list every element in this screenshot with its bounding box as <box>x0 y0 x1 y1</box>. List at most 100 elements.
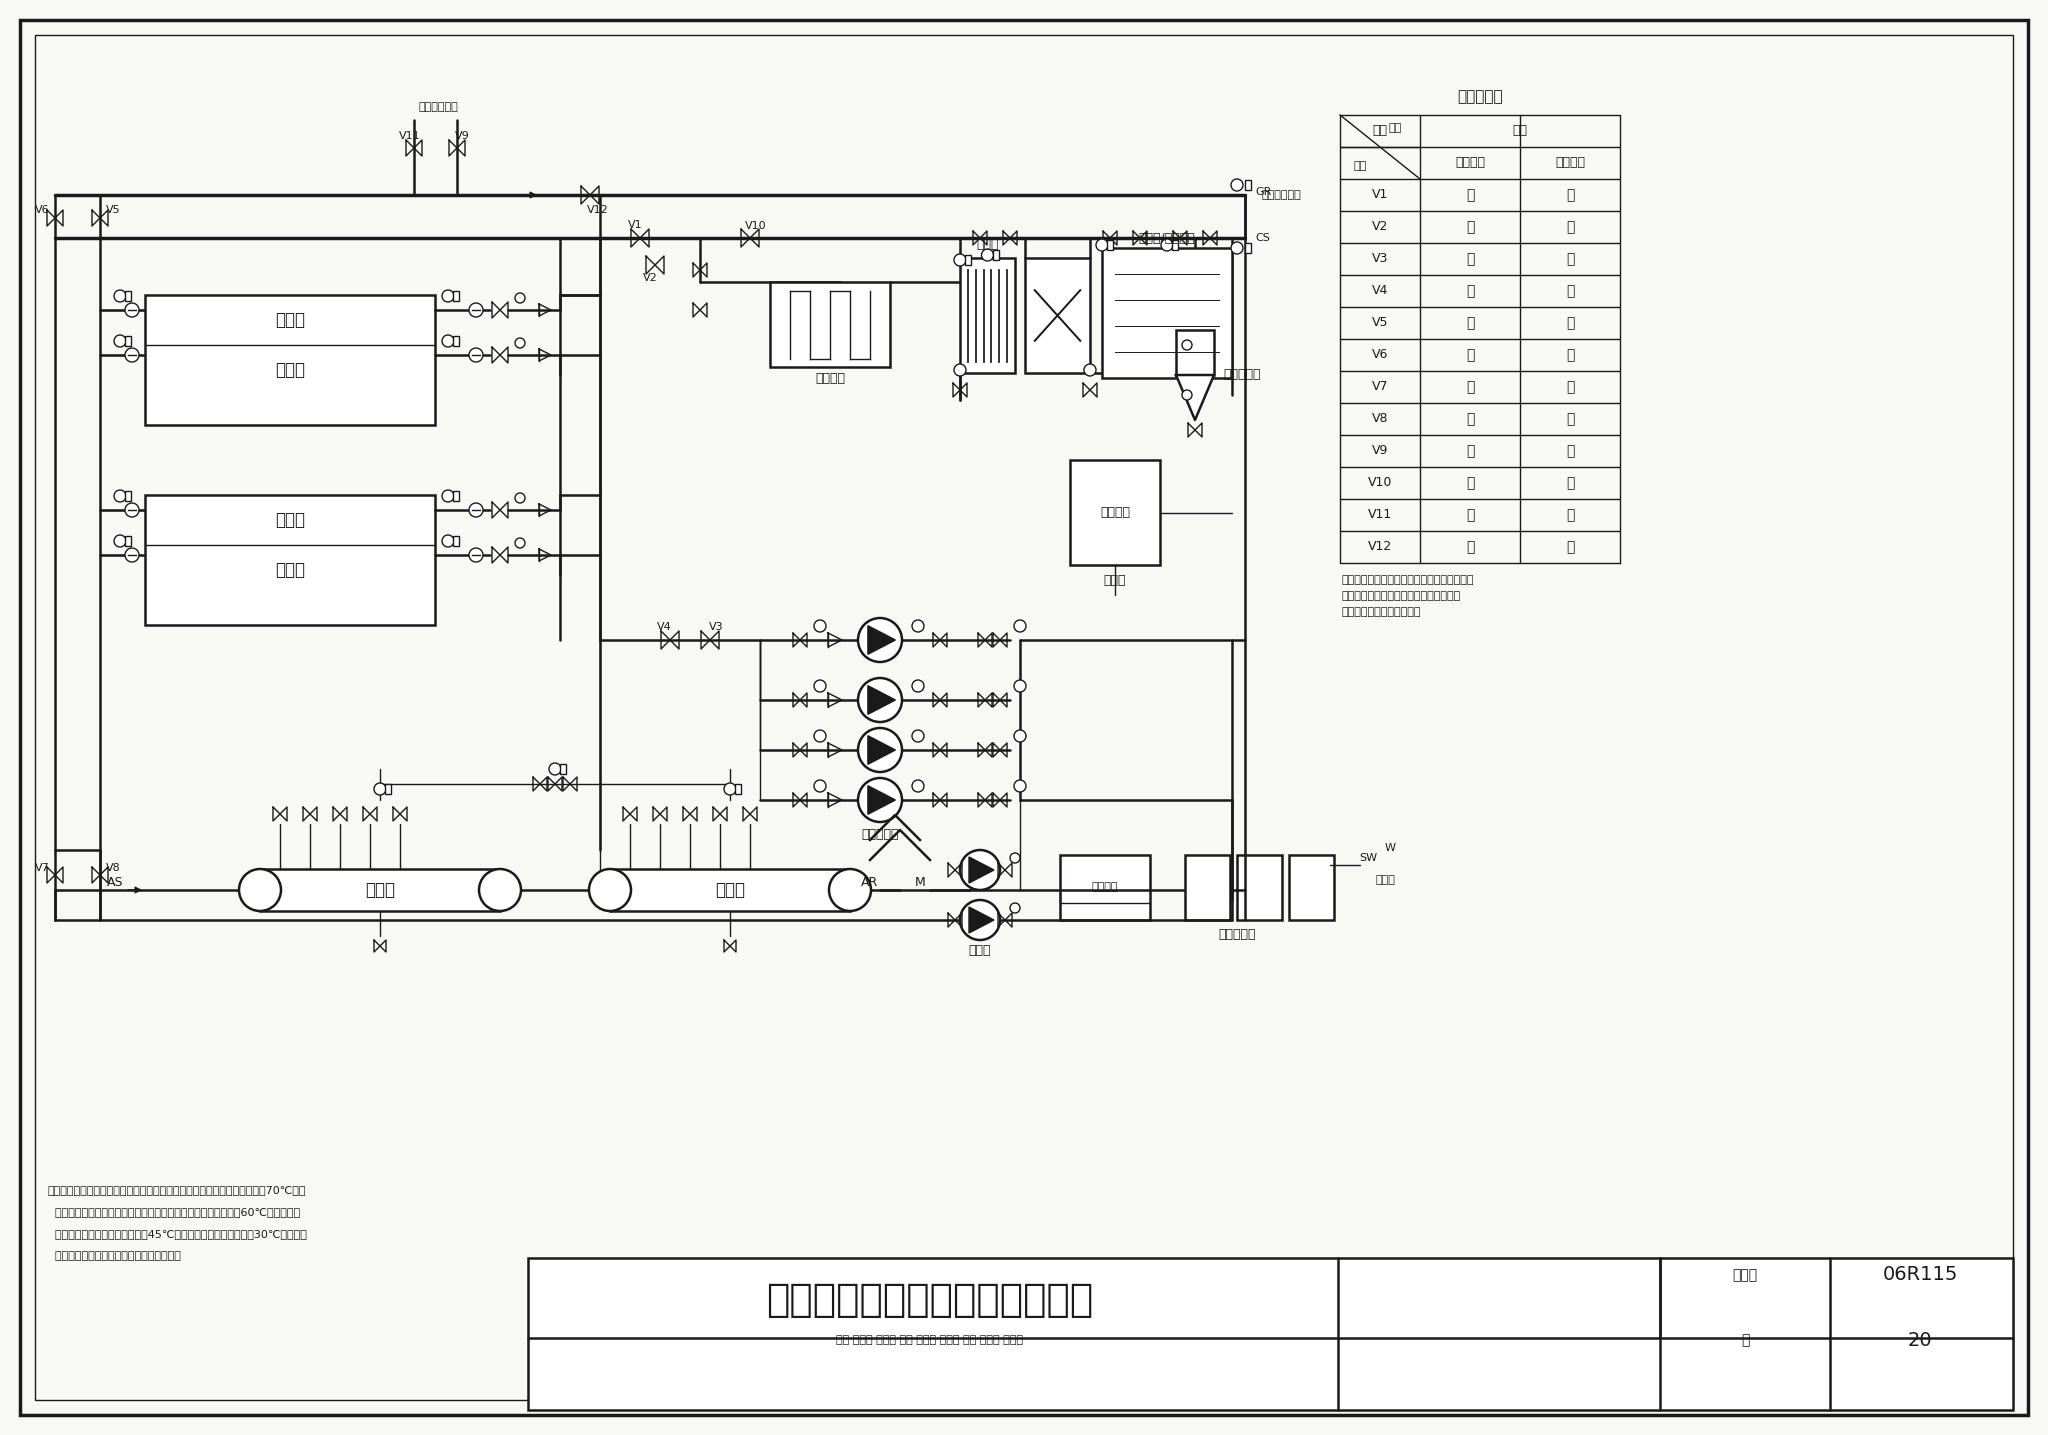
Text: 夏季供冷: 夏季供冷 <box>1454 156 1485 169</box>
Text: 冷凝器: 冷凝器 <box>274 311 305 329</box>
Circle shape <box>1182 390 1192 400</box>
Bar <box>453 336 459 346</box>
Text: AR: AR <box>862 875 879 888</box>
Text: 关: 关 <box>1567 508 1575 522</box>
Text: V11: V11 <box>1368 508 1393 521</box>
Text: 关: 关 <box>1466 412 1475 426</box>
Circle shape <box>911 781 924 792</box>
Text: V10: V10 <box>745 221 766 231</box>
Circle shape <box>442 290 455 301</box>
Text: V1: V1 <box>627 220 643 230</box>
Text: 接高温地热水: 接高温地热水 <box>1262 189 1303 199</box>
Circle shape <box>1014 781 1026 792</box>
Circle shape <box>115 290 127 301</box>
Text: 后进入水源热泵机组为系统提供低温热源。: 后进入水源热泵机组为系统提供低温热源。 <box>47 1251 180 1261</box>
Text: 开: 开 <box>1466 253 1475 265</box>
Text: 蒸发器: 蒸发器 <box>274 362 305 379</box>
Text: V10: V10 <box>1368 476 1393 489</box>
Text: 旋流除砂器: 旋流除砂器 <box>1223 369 1260 382</box>
Circle shape <box>1096 240 1108 251</box>
Circle shape <box>442 489 455 502</box>
Text: 阀门切换表: 阀门切换表 <box>1458 89 1503 105</box>
Bar <box>965 255 971 265</box>
Circle shape <box>125 504 139 517</box>
Circle shape <box>469 504 483 517</box>
Circle shape <box>1014 620 1026 631</box>
Circle shape <box>981 250 993 261</box>
Circle shape <box>961 900 999 940</box>
Text: V12: V12 <box>588 205 608 215</box>
Circle shape <box>858 778 901 822</box>
Circle shape <box>725 784 735 795</box>
Text: 06R115: 06R115 <box>1882 1266 1958 1284</box>
Circle shape <box>240 870 281 911</box>
Text: 开: 开 <box>1567 412 1575 426</box>
Text: 开: 开 <box>1466 316 1475 330</box>
Circle shape <box>590 870 631 911</box>
Bar <box>145 296 434 425</box>
Circle shape <box>1231 179 1243 191</box>
Circle shape <box>954 364 967 376</box>
Text: V8: V8 <box>106 862 121 872</box>
Polygon shape <box>868 626 895 654</box>
Circle shape <box>469 548 483 563</box>
Text: 软化水箱: 软化水箱 <box>1092 883 1118 893</box>
Circle shape <box>469 349 483 362</box>
Text: V5: V5 <box>1372 317 1389 330</box>
Bar <box>125 336 131 346</box>
Text: 开: 开 <box>1567 284 1575 298</box>
Text: 20: 20 <box>1907 1330 1933 1349</box>
Circle shape <box>813 620 825 631</box>
Circle shape <box>115 334 127 347</box>
Text: 软化水装置: 软化水装置 <box>1219 928 1255 941</box>
Circle shape <box>442 334 455 347</box>
Text: 补水泵: 补水泵 <box>969 943 991 957</box>
Circle shape <box>1083 364 1096 376</box>
Text: 开: 开 <box>1466 188 1475 202</box>
Polygon shape <box>1176 375 1214 420</box>
Circle shape <box>858 618 901 662</box>
Text: V5: V5 <box>106 205 121 215</box>
Circle shape <box>1161 240 1174 251</box>
Bar <box>993 250 999 260</box>
Bar <box>125 491 131 501</box>
Bar <box>125 291 131 301</box>
Text: 以采用此种形式阶梯利用，高温热水首先进入散热器供热降温至60℃左右；然后: 以采用此种形式阶梯利用，高温热水首先进入散热器供热降温至60℃左右；然后 <box>47 1207 301 1217</box>
Text: 关: 关 <box>1567 316 1575 330</box>
Text: 蒸发器: 蒸发器 <box>274 561 305 578</box>
Text: V1: V1 <box>1372 188 1389 201</box>
Text: 的阀门关闭然后再打开应开启的阀门，以: 的阀门关闭然后再打开应开启的阀门，以 <box>1341 591 1462 601</box>
Text: 关: 关 <box>1466 476 1475 489</box>
Text: 开: 开 <box>1466 508 1475 522</box>
Circle shape <box>858 677 901 722</box>
Circle shape <box>911 730 924 742</box>
Text: 冬季供热: 冬季供热 <box>1554 156 1585 169</box>
Text: SW: SW <box>1360 852 1376 862</box>
Bar <box>260 870 500 911</box>
Text: 自来水: 自来水 <box>1374 875 1395 885</box>
Bar <box>1171 240 1178 250</box>
Text: V9: V9 <box>1372 445 1389 458</box>
Text: 免室内侧空调水进入井中。: 免室内侧空调水进入井中。 <box>1341 607 1421 617</box>
Text: V6: V6 <box>1372 349 1389 362</box>
Text: 换热器: 换热器 <box>977 238 999 251</box>
Text: GR: GR <box>1255 187 1272 197</box>
Text: 审核 赵庆珠 文庆珠 校对 齐月松 帝月松 设计 岳玉亮 岳玉亮: 审核 赵庆珠 文庆珠 校对 齐月松 帝月松 设计 岳玉亮 岳玉亮 <box>836 1335 1024 1345</box>
Text: V2: V2 <box>1372 221 1389 234</box>
Bar <box>385 784 391 794</box>
Polygon shape <box>969 907 993 933</box>
Circle shape <box>1014 680 1026 692</box>
Bar <box>1288 855 1333 920</box>
Text: 关: 关 <box>1466 540 1475 554</box>
Bar <box>1237 855 1282 920</box>
Bar <box>453 491 459 501</box>
Circle shape <box>514 538 524 548</box>
Bar <box>961 258 1016 373</box>
Text: 阀门: 阀门 <box>1372 125 1386 138</box>
Text: V9: V9 <box>455 131 469 141</box>
Text: V11: V11 <box>399 131 420 141</box>
Text: 散热器/生活热水: 散热器/生活热水 <box>1139 231 1196 244</box>
Circle shape <box>813 680 825 692</box>
Text: 集水器: 集水器 <box>715 881 745 898</box>
Text: V4: V4 <box>1372 284 1389 297</box>
